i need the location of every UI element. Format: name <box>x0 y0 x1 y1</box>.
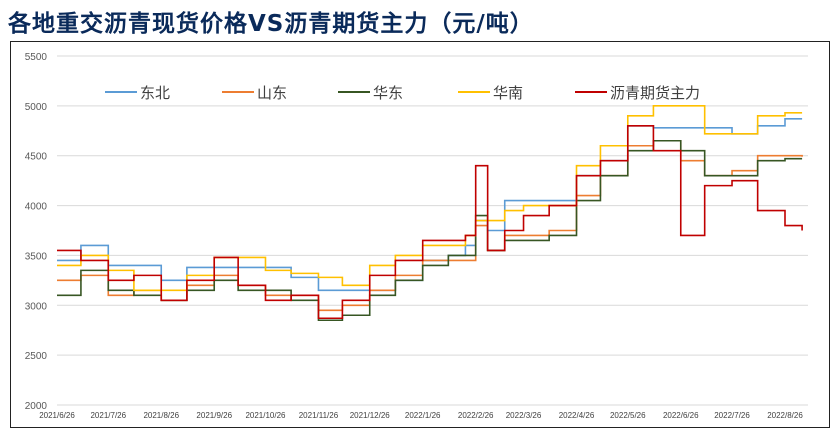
x-tick-label: 2021/10/26 <box>245 411 286 420</box>
legend-label: 东北 <box>140 84 170 102</box>
chart-frame <box>10 41 830 428</box>
y-tick-label: 5500 <box>25 52 48 63</box>
series-line-3 <box>57 105 803 292</box>
x-tick-label: 2021/7/26 <box>90 411 126 420</box>
x-tick-label: 2021/8/26 <box>143 411 179 420</box>
x-tick-label: 2021/9/26 <box>196 411 232 420</box>
series-line-2 <box>57 139 803 322</box>
legend-label: 山东 <box>257 84 287 102</box>
legend-label: 华南 <box>493 84 523 102</box>
x-tick-label: 2021/12/26 <box>350 411 391 420</box>
x-tick-label: 2021/6/26 <box>39 411 75 420</box>
legend-label: 华东 <box>373 84 403 102</box>
y-tick-label: 3500 <box>25 251 48 262</box>
x-tick-label: 2022/6/26 <box>663 411 699 420</box>
y-tick-label: 2500 <box>25 351 48 362</box>
series-line-4 <box>57 125 803 320</box>
x-tick-label: 2022/8/26 <box>767 411 803 420</box>
x-tick-label: 2022/2/26 <box>458 411 494 420</box>
series-line-0 <box>57 118 803 292</box>
y-tick-label: 4000 <box>25 202 48 213</box>
legend-label: 沥青期货主力 <box>610 84 700 102</box>
y-tick-label: 5000 <box>25 102 48 113</box>
x-tick-label: 2022/5/26 <box>610 411 646 420</box>
y-tick-label: 4500 <box>25 152 48 163</box>
chart-title: 各地重交沥青现货价格VS沥青期货主力（元/吨） <box>8 11 534 37</box>
x-tick-label: 2022/3/26 <box>506 411 542 420</box>
series-line-1 <box>57 139 803 312</box>
y-tick-label: 3000 <box>25 301 48 312</box>
x-tick-label: 2021/11/26 <box>299 411 339 420</box>
x-tick-label: 2022/4/26 <box>559 411 595 420</box>
x-tick-label: 2022/7/26 <box>714 411 750 420</box>
y-tick-label: 2000 <box>25 401 48 412</box>
x-tick-label: 2022/1/26 <box>405 411 441 420</box>
